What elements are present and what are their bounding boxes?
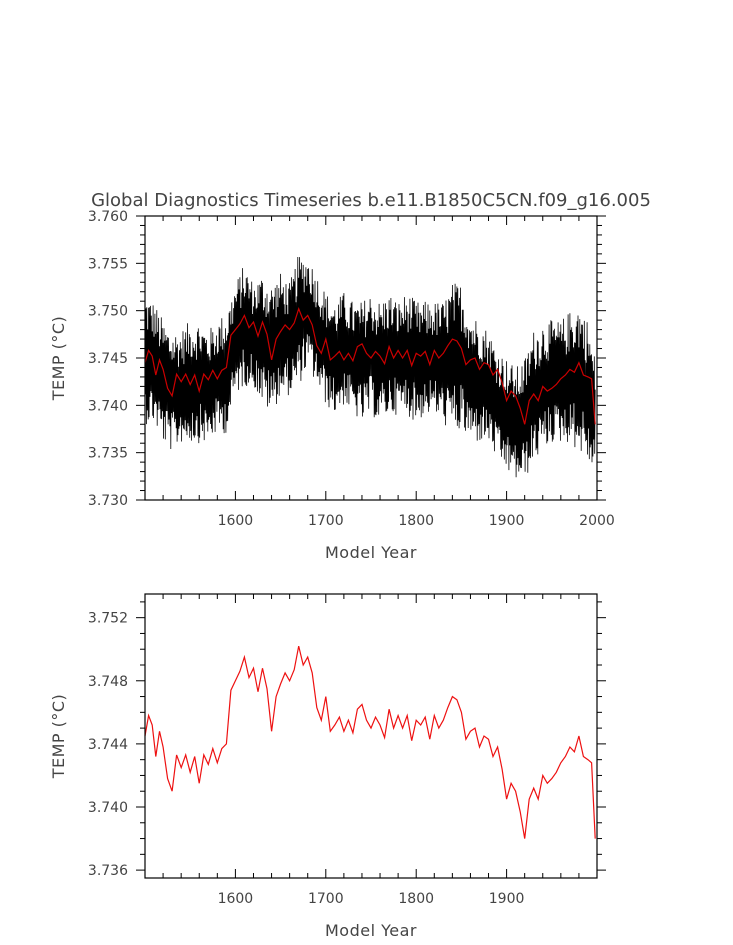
y-tick-label: 3.735 bbox=[88, 446, 128, 462]
y-tick-label: 3.752 bbox=[88, 611, 128, 627]
y-tick-label: 3.750 bbox=[88, 304, 128, 320]
y-tick-label: 3.760 bbox=[88, 209, 128, 225]
plot-frame bbox=[144, 593, 598, 879]
x-tick-label: 1800 bbox=[398, 891, 434, 907]
smoothed-temperature-line bbox=[144, 307, 596, 425]
x-tick-label: 1600 bbox=[218, 513, 254, 529]
y-axis-title: TEMP (°C) bbox=[49, 316, 68, 402]
top-timeseries-panel: 1600 1700 1800 1900 2000 3.730 3.735 3.740 3.745… bbox=[49, 209, 615, 562]
y-tick-label: 3.748 bbox=[88, 674, 128, 690]
chart-title: Global Diagnostics Timeseries b.e11.B185… bbox=[91, 190, 651, 211]
smoothed-temperature-line bbox=[144, 645, 596, 839]
x-axis-title: Model Year bbox=[325, 921, 417, 940]
y-tick-label: 3.736 bbox=[88, 863, 128, 879]
y-tick-label: 3.745 bbox=[88, 351, 128, 367]
x-tick-label: 1800 bbox=[398, 513, 434, 529]
x-tick-label: 1700 bbox=[308, 513, 344, 529]
x-tick-label: 2000 bbox=[579, 513, 615, 529]
y-tick-label: 3.740 bbox=[88, 398, 128, 414]
x-tick-label: 1900 bbox=[489, 513, 525, 529]
y-tick-label: 3.740 bbox=[88, 800, 128, 816]
x-tick-label: 1900 bbox=[489, 891, 525, 907]
x-tick-label: 1600 bbox=[218, 891, 254, 907]
x-axis-title: Model Year bbox=[325, 543, 417, 562]
annual-temperature-line bbox=[144, 256, 596, 478]
x-tick-label: 1700 bbox=[308, 891, 344, 907]
bottom-timeseries-panel: 1600 1700 1800 1900 3.736 3.740 3.744 3.748 3.75… bbox=[49, 593, 606, 940]
y-tick-label: 3.730 bbox=[88, 493, 128, 509]
y-axis-title: TEMP (°C) bbox=[49, 694, 68, 780]
y-tick-label: 3.744 bbox=[88, 737, 128, 753]
y-tick-label: 3.755 bbox=[88, 256, 128, 272]
